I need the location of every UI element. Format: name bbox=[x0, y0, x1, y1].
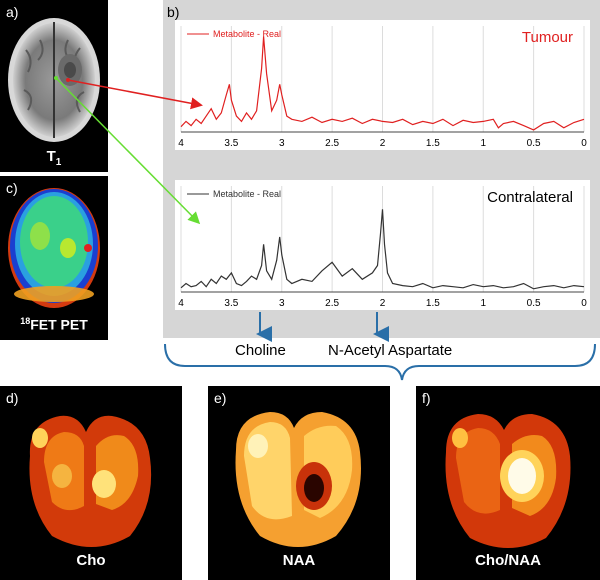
tumour-series-line bbox=[180, 36, 585, 131]
contralateral-tick-label: 1 bbox=[480, 298, 486, 309]
panel-a-label: a) bbox=[6, 4, 19, 20]
contralateral-tick-label: 0.5 bbox=[527, 298, 541, 309]
panel-f-cho-naa: f) Cho/NAA bbox=[416, 386, 600, 580]
tumour-tick-label: 0 bbox=[581, 138, 587, 149]
contralateral-spectrum: 4 3.5 3 2.5 2 1.5 1 0.5 0 Metabolite - Real Contra… bbox=[175, 180, 590, 310]
spectra-panel-b: b) 4 3.5 3 2.5 2 1.5 1 0.5 0 Metabolite - Real Tum… bbox=[163, 0, 600, 338]
tumour-tick-label: 3 bbox=[279, 138, 285, 149]
cho-map-image bbox=[29, 415, 152, 547]
contralateral-title: Contralateral bbox=[487, 189, 573, 206]
panel-e-naa: e) NAA bbox=[208, 386, 390, 580]
tumour-tick-label: 3.5 bbox=[224, 138, 238, 149]
tumour-tick-label: 2 bbox=[380, 138, 386, 149]
tumour-tick-label: 2.5 bbox=[325, 138, 339, 149]
panel-c-label: c) bbox=[6, 180, 18, 196]
tumour-spectrum-chart: 4 3.5 3 2.5 2 1.5 1 0.5 0 Metabolite - Real Tumour bbox=[178, 26, 587, 149]
tumour-tick-label: 1 bbox=[480, 138, 486, 149]
panel-d-caption: Cho bbox=[76, 552, 106, 569]
tumour-tick-label: 0.5 bbox=[527, 138, 541, 149]
cho-naa-map-image bbox=[445, 414, 571, 548]
contralateral-tick-label: 3.5 bbox=[224, 298, 238, 309]
contralateral-tick-label: 4 bbox=[178, 298, 184, 309]
panel-d-cho: d) Cho bbox=[0, 386, 182, 580]
tumour-spectrum: 4 3.5 3 2.5 2 1.5 1 0.5 0 Metabolite - Real Tumour bbox=[175, 20, 590, 150]
panel-d-label: d) bbox=[6, 390, 19, 406]
fet-pet-brain-image bbox=[8, 188, 100, 308]
panel-c-caption: 18FET PET bbox=[20, 316, 88, 333]
naa-map-image bbox=[235, 412, 361, 547]
panel-f-label: f) bbox=[422, 390, 431, 406]
panel-f-caption: Cho/NAA bbox=[475, 552, 541, 569]
tumour-tick-label: 4 bbox=[178, 138, 184, 149]
contralateral-tick-label: 0 bbox=[581, 298, 587, 309]
contralateral-tick-label: 2.5 bbox=[325, 298, 339, 309]
panel-c-fet-pet: c) 18FET PET bbox=[0, 176, 108, 340]
contralateral-spectrum-chart: 4 3.5 3 2.5 2 1.5 1 0.5 0 Metabolite - Real Contra… bbox=[178, 186, 587, 309]
panel-e-caption: NAA bbox=[282, 552, 316, 569]
choline-label: Choline bbox=[233, 342, 288, 359]
panel-e-label: e) bbox=[214, 390, 227, 406]
t1-brain-image bbox=[8, 18, 100, 142]
tumour-title: Tumour bbox=[522, 29, 573, 46]
contralateral-tick-label: 2 bbox=[380, 298, 386, 309]
tumour-legend-label: Metabolite - Real bbox=[213, 29, 281, 39]
contralateral-tick-label: 1.5 bbox=[426, 298, 440, 309]
naa-label: N-Acetyl Aspartate bbox=[326, 342, 455, 359]
panel-a-caption: T1 bbox=[46, 148, 62, 168]
panel-b-label: b) bbox=[167, 4, 180, 20]
contralateral-tick-label: 3 bbox=[279, 298, 285, 309]
panel-a-t1: a) T1 bbox=[0, 0, 108, 172]
contralateral-series-line bbox=[180, 209, 585, 290]
contralateral-legend-label: Metabolite - Real bbox=[213, 189, 281, 199]
tumour-tick-label: 1.5 bbox=[426, 138, 440, 149]
